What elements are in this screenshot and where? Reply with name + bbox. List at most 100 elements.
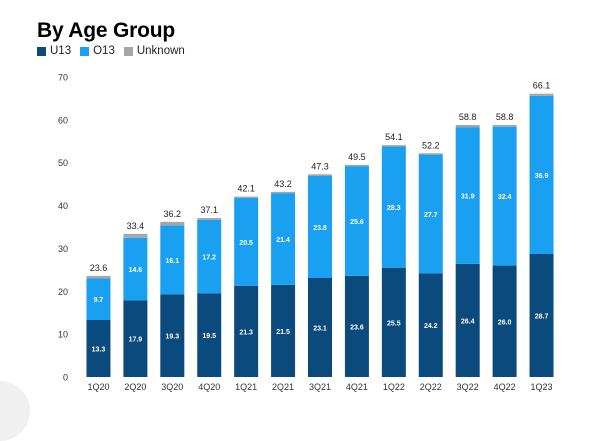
bar-value-label-u13: 28.7 bbox=[535, 314, 549, 321]
bar-value-label-o13: 20.5 bbox=[239, 240, 253, 247]
bar-segment-u13 bbox=[418, 273, 443, 377]
bar-total-label: 33.4 bbox=[127, 221, 145, 231]
bar-value-label-o13: 14.6 bbox=[129, 267, 143, 274]
bar-value-label-u13: 23.6 bbox=[350, 324, 364, 331]
x-tick-label: 3Q22 bbox=[457, 382, 479, 392]
bar-segment-u13 bbox=[344, 275, 369, 377]
bar-segment-u13 bbox=[529, 254, 554, 377]
x-tick-label: 1Q20 bbox=[87, 382, 109, 392]
chart-title: By Age Group bbox=[37, 19, 175, 42]
bar-segment-u13 bbox=[308, 278, 332, 377]
bar-value-label-o13: 32.4 bbox=[498, 194, 512, 201]
y-tick-label: 10 bbox=[58, 330, 68, 340]
bar-value-label-u13: 19.5 bbox=[202, 333, 216, 340]
bar-segment-unknown bbox=[271, 191, 296, 194]
bar-segment-u13 bbox=[197, 293, 222, 377]
bar-total-label: 54.1 bbox=[385, 132, 403, 142]
bar-value-label-o13: 16.1 bbox=[165, 258, 179, 265]
bar-segment-u13 bbox=[271, 284, 296, 377]
bar-total-label: 49.5 bbox=[348, 152, 366, 162]
legend-label-u13: U13 bbox=[50, 45, 72, 57]
y-tick-label: 60 bbox=[58, 115, 68, 125]
bar-total-label: 43.2 bbox=[274, 179, 292, 189]
legend-item-o13: O13 bbox=[80, 45, 115, 57]
bar-segment-o13 bbox=[123, 237, 148, 301]
bar-value-label-u13: 24.2 bbox=[424, 323, 438, 330]
bar-segment-unknown bbox=[197, 218, 222, 220]
bar-total-label: 36.2 bbox=[164, 209, 182, 219]
x-tick-label: 2Q20 bbox=[124, 382, 146, 392]
y-tick-label: 30 bbox=[58, 244, 68, 254]
x-tick-label: 3Q21 bbox=[309, 382, 331, 392]
bar-value-label-o13: 31.9 bbox=[461, 194, 475, 201]
legend-label-unknown: Unknown bbox=[136, 45, 185, 57]
legend-item-u13: U13 bbox=[37, 45, 71, 57]
y-tick-label: 0 bbox=[63, 373, 68, 383]
bar-value-label-u13: 26.4 bbox=[461, 318, 475, 325]
bar-segment-o13 bbox=[234, 197, 259, 286]
bar-segment-unknown bbox=[234, 196, 259, 198]
y-tick-label: 50 bbox=[58, 158, 68, 168]
legend-swatch-u13 bbox=[37, 46, 46, 56]
bar-value-label-o13: 28.3 bbox=[387, 205, 401, 212]
legend-item-unknown: Unknown bbox=[123, 45, 185, 57]
bar-value-label-u13: 26.0 bbox=[498, 319, 512, 326]
bar-value-label-o13: 21.4 bbox=[276, 237, 290, 244]
bar-value-label-o13: 23.8 bbox=[313, 225, 327, 232]
legend: U13 O13 Unknown bbox=[37, 45, 194, 57]
bar-value-label-u13: 21.3 bbox=[239, 329, 253, 336]
x-tick-label: 2Q21 bbox=[272, 382, 294, 392]
bar-segment-u13 bbox=[492, 265, 517, 377]
bar-segment-unknown bbox=[492, 125, 517, 127]
x-tick-label: 1Q22 bbox=[383, 382, 405, 392]
x-tick-label: 4Q22 bbox=[494, 382, 516, 392]
bar-segment-u13 bbox=[234, 285, 259, 377]
bar-segment-unknown bbox=[160, 221, 185, 226]
bar-segment-unknown bbox=[455, 125, 480, 128]
bar-segment-o13 bbox=[418, 154, 443, 274]
x-tick-label: 4Q21 bbox=[346, 382, 368, 392]
bar-total-label: 47.3 bbox=[311, 161, 329, 171]
bar-value-label-u13: 21.5 bbox=[276, 329, 290, 336]
bar-value-label-o13: 25.6 bbox=[350, 219, 364, 226]
bar-segment-u13 bbox=[381, 267, 406, 377]
bar-value-label-o13: 17.2 bbox=[202, 255, 216, 262]
bar-segment-u13 bbox=[455, 263, 480, 377]
bar-segment-unknown bbox=[308, 174, 332, 176]
bar-segment-u13 bbox=[123, 300, 148, 377]
bar-segment-o13 bbox=[455, 127, 480, 264]
x-tick-label: 4Q20 bbox=[198, 382, 220, 392]
bar-value-label-u13: 25.5 bbox=[387, 320, 401, 327]
x-tick-label: 1Q23 bbox=[531, 382, 553, 392]
stacked-bar-chart: 0 10 20 30 40 50 60 70 13.3 9.7 23.6 1Q20 17.9 14.6 33… bbox=[58, 73, 554, 392]
bar-total-label: 23.6 bbox=[90, 263, 108, 273]
bar-segment-unknown bbox=[344, 164, 369, 167]
bar-segment-o13 bbox=[86, 278, 111, 320]
bar-total-label: 42.1 bbox=[237, 184, 255, 194]
bar-segment-unknown bbox=[381, 145, 406, 147]
bar-total-label: 37.1 bbox=[200, 205, 218, 215]
y-tick-label: 70 bbox=[58, 73, 68, 83]
y-tick-label: 40 bbox=[58, 201, 68, 211]
bar-total-label: 52.2 bbox=[422, 140, 440, 150]
legend-swatch-o13 bbox=[80, 46, 90, 56]
bar-value-label-o13: 36.9 bbox=[535, 173, 549, 180]
bar-value-label-u13: 13.3 bbox=[92, 347, 106, 354]
bar-segment-o13 bbox=[344, 166, 369, 276]
bar-segment-unknown bbox=[529, 93, 554, 96]
legend-swatch-unknown bbox=[123, 46, 133, 56]
bar-segment-o13 bbox=[381, 146, 406, 268]
bar-value-label-o13: 9.7 bbox=[94, 297, 104, 304]
bar-segment-o13 bbox=[529, 95, 554, 254]
bar-segment-unknown bbox=[418, 153, 443, 155]
bar-segment-unknown bbox=[86, 275, 111, 279]
bar-segment-o13 bbox=[492, 126, 517, 266]
y-tick-label: 20 bbox=[58, 287, 68, 297]
bar-value-label-o13: 27.7 bbox=[424, 212, 438, 219]
bar-total-label: 58.8 bbox=[459, 112, 477, 122]
bar-total-label: 66.1 bbox=[533, 81, 551, 91]
x-tick-label: 1Q21 bbox=[235, 382, 257, 392]
bar-total-label: 58.8 bbox=[496, 112, 514, 122]
bar-segment-u13 bbox=[86, 320, 111, 377]
x-tick-label: 2Q22 bbox=[420, 382, 442, 392]
